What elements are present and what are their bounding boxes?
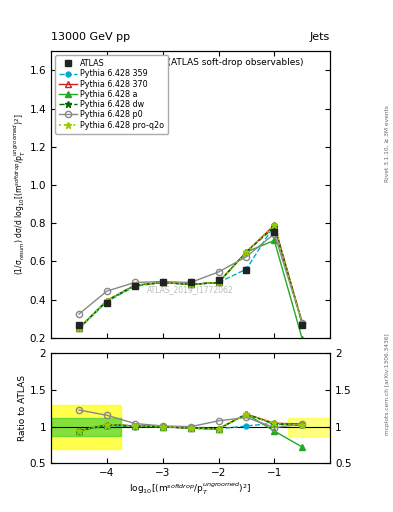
Text: ATLAS_2019_I1772062: ATLAS_2019_I1772062 [147,285,234,294]
Text: Rivet 3.1.10, ≥ 3M events: Rivet 3.1.10, ≥ 3M events [385,105,389,182]
Text: Relative jet mass ρ (ATLAS soft-drop observables): Relative jet mass ρ (ATLAS soft-drop obs… [78,58,303,68]
Legend: ATLAS, Pythia 6.428 359, Pythia 6.428 370, Pythia 6.428 a, Pythia 6.428 dw, Pyth: ATLAS, Pythia 6.428 359, Pythia 6.428 37… [55,55,168,134]
Y-axis label: Ratio to ATLAS: Ratio to ATLAS [18,375,27,441]
Text: mcplots.cern.ch [arXiv:1306.3436]: mcplots.cern.ch [arXiv:1306.3436] [385,333,389,435]
X-axis label: log$_{10}$[(m$^{soft drop}$/p$_T^{ungroomed}$)$^2$]: log$_{10}$[(m$^{soft drop}$/p$_T^{ungroo… [129,481,252,497]
Text: 13000 GeV pp: 13000 GeV pp [51,32,130,42]
Text: Jets: Jets [310,32,330,42]
Y-axis label: (1/σ$_{resum}$) dσ/d log$_{10}$[(m$^{soft drop}$/p$_T^{ungroomed}$)$^2$]: (1/σ$_{resum}$) dσ/d log$_{10}$[(m$^{sof… [12,114,28,275]
